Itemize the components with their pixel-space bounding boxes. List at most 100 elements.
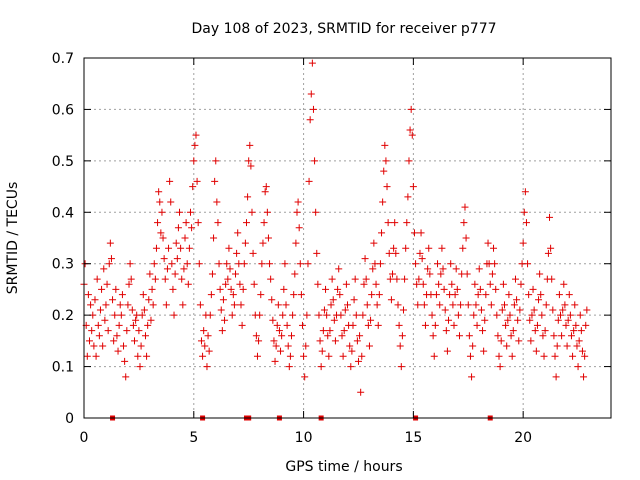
data-point [205, 347, 213, 355]
data-point [289, 311, 297, 319]
data-point [193, 177, 201, 185]
data-point [91, 296, 99, 304]
data-points [80, 59, 591, 421]
data-point [475, 265, 483, 273]
data-point [578, 347, 586, 355]
data-point [168, 260, 176, 268]
data-point [358, 352, 366, 360]
data-point [387, 296, 395, 304]
data-point [190, 157, 198, 165]
data-point [270, 337, 278, 345]
data-point [368, 291, 376, 299]
data-point [440, 285, 448, 293]
data-point [268, 296, 276, 304]
data-point [473, 321, 481, 329]
data-point [266, 260, 274, 268]
data-point [569, 352, 577, 360]
data-point [360, 280, 368, 288]
data-point [303, 311, 311, 319]
data-point [461, 203, 469, 211]
data-point [328, 275, 336, 283]
plot-frame [83, 57, 612, 419]
data-point [311, 157, 319, 165]
data-point [520, 208, 528, 216]
data-point [356, 332, 364, 340]
data-point [155, 188, 163, 196]
data-point [146, 270, 154, 278]
data-point [173, 255, 181, 263]
data-point [477, 306, 485, 314]
data-point [515, 337, 523, 345]
data-point [216, 285, 224, 293]
data-point [222, 280, 230, 288]
data-point [506, 311, 514, 319]
data-point [575, 337, 583, 345]
data-point [547, 244, 555, 252]
data-point [370, 239, 378, 247]
data-point [102, 301, 110, 309]
data-point [531, 327, 539, 335]
data-point [581, 352, 589, 360]
data-point [357, 388, 365, 396]
data-point [239, 285, 247, 293]
data-point [232, 270, 240, 278]
data-point [529, 285, 537, 293]
y-tick-label: 0.2 [52, 308, 74, 324]
data-point [442, 327, 450, 335]
data-point [472, 301, 480, 309]
data-point [248, 208, 256, 216]
data-point [195, 260, 203, 268]
data-point [410, 229, 418, 237]
data-point [420, 301, 428, 309]
data-point [171, 270, 179, 278]
data-point [247, 162, 255, 170]
x-tick-label: 10 [295, 430, 313, 446]
data-point [139, 291, 147, 299]
data-point [424, 265, 432, 273]
data-point [382, 157, 390, 165]
data-point [409, 183, 417, 191]
data-point [429, 332, 437, 340]
data-point [454, 311, 462, 319]
data-point [439, 265, 447, 273]
data-point [527, 337, 535, 345]
data-point [572, 321, 580, 329]
data-point [350, 296, 358, 304]
data-point [542, 301, 550, 309]
data-point [398, 332, 406, 340]
data-point [505, 291, 513, 299]
data-point [191, 141, 199, 149]
data-point [405, 157, 413, 165]
data-point [144, 321, 152, 329]
data-point [174, 224, 182, 232]
data-point [474, 291, 482, 299]
data-point [260, 219, 268, 227]
data-point [469, 342, 477, 350]
data-point [348, 347, 356, 355]
data-point [306, 116, 314, 124]
data-point [471, 280, 479, 288]
data-point [156, 198, 164, 206]
data-point [170, 311, 178, 319]
y-tick-label: 0.1 [52, 360, 74, 376]
data-point [88, 327, 96, 335]
data-point [376, 260, 384, 268]
data-point [334, 285, 342, 293]
data-point [249, 249, 257, 257]
data-point [574, 363, 582, 371]
data-point [129, 321, 137, 329]
data-point [503, 342, 511, 350]
data-point [466, 352, 474, 360]
data-point [391, 219, 399, 227]
data-point [462, 234, 470, 242]
data-point [408, 131, 416, 139]
data-point [282, 301, 290, 309]
data-point [192, 131, 200, 139]
data-point [269, 316, 277, 324]
data-point [502, 321, 510, 329]
data-point [261, 188, 269, 196]
data-point [301, 373, 309, 381]
data-point [407, 105, 415, 113]
data-point [510, 301, 518, 309]
data-point [240, 260, 248, 268]
